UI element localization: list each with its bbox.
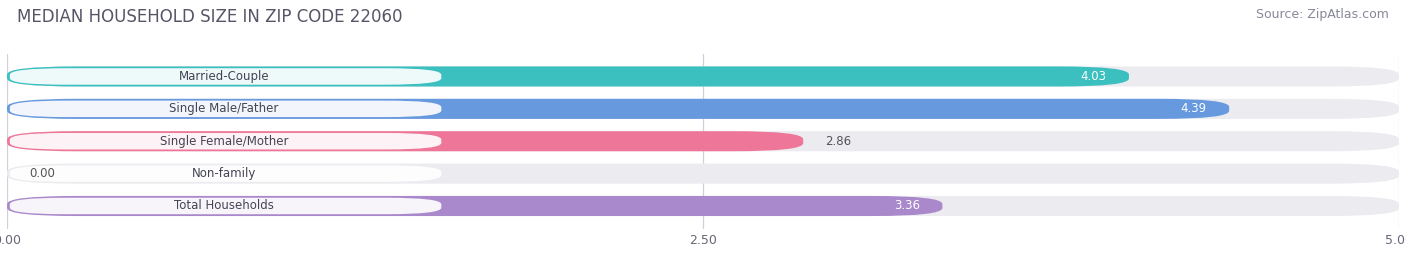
Text: 4.03: 4.03 [1081,70,1107,83]
Text: Single Female/Mother: Single Female/Mother [160,135,288,148]
Text: 3.36: 3.36 [894,200,920,213]
Text: Married-Couple: Married-Couple [179,70,270,83]
Text: MEDIAN HOUSEHOLD SIZE IN ZIP CODE 22060: MEDIAN HOUSEHOLD SIZE IN ZIP CODE 22060 [17,8,402,26]
Text: Non-family: Non-family [193,167,256,180]
FancyBboxPatch shape [10,165,441,182]
FancyBboxPatch shape [7,131,1399,151]
Text: Total Households: Total Households [174,200,274,213]
FancyBboxPatch shape [7,196,942,216]
FancyBboxPatch shape [7,99,1229,119]
Text: Single Male/Father: Single Male/Father [170,102,278,115]
FancyBboxPatch shape [7,131,803,151]
FancyBboxPatch shape [10,198,441,214]
FancyBboxPatch shape [7,196,1399,216]
FancyBboxPatch shape [7,99,1399,119]
FancyBboxPatch shape [7,164,1399,184]
FancyBboxPatch shape [10,68,441,85]
Text: Source: ZipAtlas.com: Source: ZipAtlas.com [1256,8,1389,21]
Text: 0.00: 0.00 [30,167,55,180]
FancyBboxPatch shape [7,66,1399,87]
FancyBboxPatch shape [10,133,441,150]
FancyBboxPatch shape [7,66,1129,87]
Text: 2.86: 2.86 [825,135,852,148]
Text: 4.39: 4.39 [1181,102,1206,115]
FancyBboxPatch shape [10,101,441,117]
